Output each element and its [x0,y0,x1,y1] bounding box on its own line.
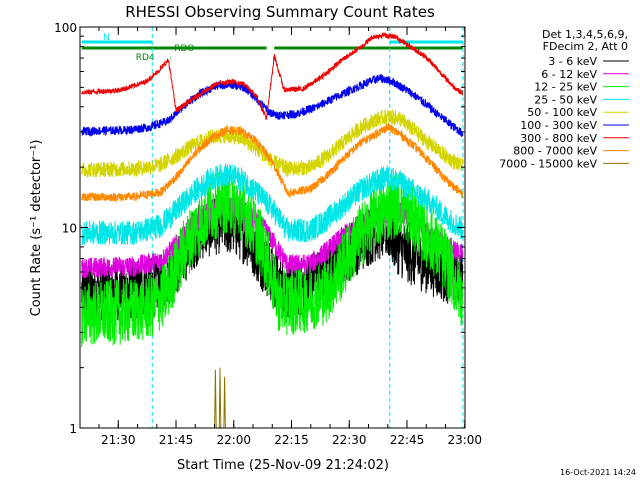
series-800-7000-kev-line [81,123,463,202]
flag-label-rd4: RD4 [136,53,155,63]
y-tick-label: 100 [54,21,77,35]
legend-header-line-2: FDecim 2, Att 0 [543,40,628,53]
x-axis-label: Start Time (25-Nov-09 21:24:02) [177,458,389,473]
legend-entry-label: 50 - 100 keV [527,106,597,119]
legend-header-line-1: Det 1,3,4,5,6,9, [542,28,628,41]
series-300-800-kev-line [81,32,463,120]
axis-ticks: 21:30 21:45 22:00 22:15 22:30 22:45 23:00 1 10 10… [54,21,482,447]
x-tick-label: 22:00 [216,433,251,447]
series-100-300-kev-line [81,73,463,138]
series-50-100-kev-line [81,109,463,178]
x-tick-label: 21:30 [101,433,136,447]
series-7000-15000-kev-line [214,367,226,429]
legend-entry-label: 25 - 50 keV [534,93,597,106]
legend-entry-label: 12 - 25 keV [534,81,597,94]
y-axis-label: Count Rate (s⁻¹ detector⁻¹) [29,140,44,317]
y-tick-label: 10 [62,222,77,236]
x-tick-label: 22:30 [332,433,367,447]
legend-entry-label: 300 - 800 keV [520,132,597,145]
flag-bars: N RDO RD4 [81,33,463,63]
x-tick-label: 22:15 [274,433,309,447]
y-tick-label: 1 [69,422,77,436]
generation-timestamp: 16-Oct-2021 14:24 [560,468,636,477]
series-25-50-kev-line [81,163,463,246]
night-boundary-lines [151,27,464,428]
series-group [81,32,463,429]
legend-entry-label: 100 - 300 keV [520,119,597,132]
legend-entry-label: 7000 - 15000 keV [499,157,597,170]
x-tick-label: 23:00 [447,433,482,447]
legend-entry-label: 6 - 12 keV [541,68,597,81]
legend-entry-label: 3 - 6 keV [548,55,597,68]
flag-label-n: N [103,33,110,43]
flag-label-rdo: RDO [174,44,194,54]
x-tick-label: 21:45 [159,433,194,447]
chart-title: RHESSI Observing Summary Count Rates [125,3,435,21]
x-tick-label: 22:45 [390,433,425,447]
series-12-25-kev-line [81,169,463,347]
legend-entry-label: 800 - 7000 keV [513,145,597,158]
